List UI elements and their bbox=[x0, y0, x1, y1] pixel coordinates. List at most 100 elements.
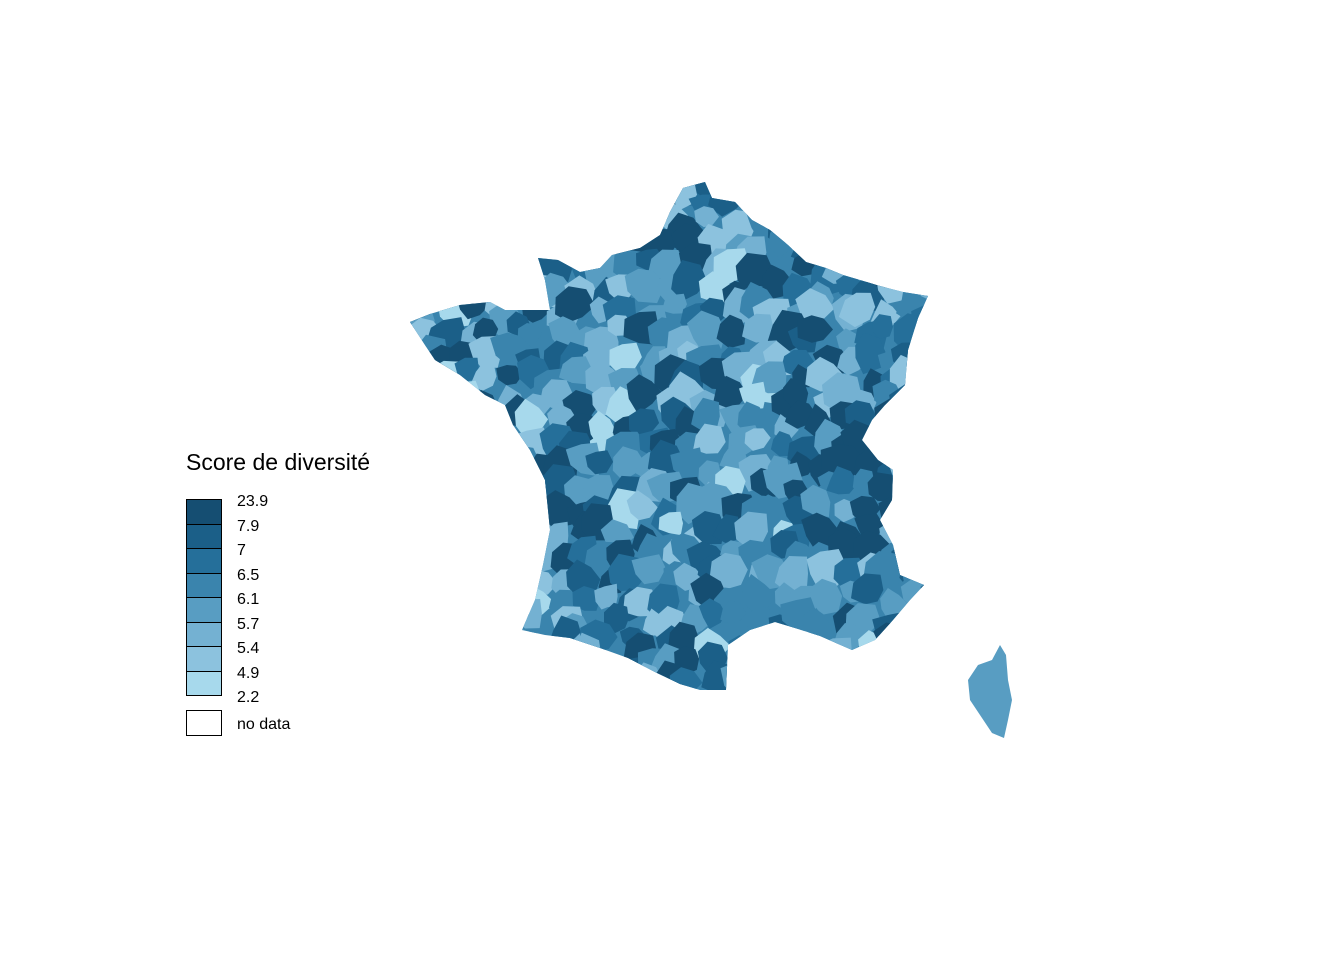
commune-region bbox=[825, 182, 854, 197]
legend-break-label: 2.2 bbox=[237, 689, 260, 706]
commune-region bbox=[410, 350, 417, 371]
commune-region bbox=[410, 630, 424, 669]
commune-region bbox=[734, 511, 768, 550]
commune-region bbox=[452, 256, 489, 287]
commune-region bbox=[437, 483, 474, 521]
commune-region bbox=[481, 518, 514, 550]
commune-region bbox=[810, 646, 842, 679]
commune-region bbox=[604, 189, 631, 218]
commune-region bbox=[585, 450, 614, 475]
commune-region bbox=[925, 384, 928, 412]
commune-region bbox=[742, 574, 777, 612]
corsica-regions bbox=[968, 645, 1012, 738]
commune-region bbox=[410, 377, 446, 419]
commune-region bbox=[661, 293, 687, 314]
commune-region bbox=[626, 374, 662, 414]
commune-region bbox=[855, 332, 886, 375]
commune-region bbox=[410, 556, 438, 583]
commune-region bbox=[410, 486, 435, 520]
commune-region bbox=[453, 457, 485, 492]
commune-region bbox=[915, 207, 928, 235]
commune-region bbox=[494, 587, 526, 619]
commune-region bbox=[410, 445, 444, 476]
commune-region bbox=[670, 447, 703, 479]
commune-region bbox=[417, 664, 445, 690]
commune-region bbox=[916, 309, 928, 339]
commune-region bbox=[880, 204, 907, 233]
legend-swatch bbox=[186, 670, 222, 696]
commune-region bbox=[410, 564, 413, 597]
commune-region bbox=[525, 213, 547, 241]
commune-region bbox=[825, 187, 861, 219]
commune-region bbox=[540, 182, 574, 192]
legend-break-label: 4.9 bbox=[237, 664, 260, 682]
commune-region bbox=[580, 652, 607, 678]
commune-region bbox=[592, 216, 617, 243]
commune-region bbox=[870, 182, 902, 199]
commune-region bbox=[613, 214, 643, 240]
commune-region bbox=[834, 231, 872, 269]
commune-region bbox=[846, 209, 872, 233]
commune-region bbox=[892, 497, 927, 528]
legend-title: Score de diversité bbox=[186, 449, 371, 475]
commune-region bbox=[554, 193, 595, 236]
commune-region bbox=[918, 247, 928, 284]
commune-region bbox=[575, 186, 612, 227]
legend-swatch bbox=[186, 572, 222, 598]
commune-region bbox=[517, 323, 543, 344]
legend-break-label: 23.9 bbox=[237, 493, 269, 510]
commune-region bbox=[410, 575, 428, 612]
commune-region bbox=[486, 240, 516, 266]
commune-region bbox=[773, 182, 816, 205]
commune-region bbox=[447, 380, 482, 414]
commune-region bbox=[438, 226, 472, 259]
commune-region bbox=[410, 516, 438, 550]
commune-region bbox=[471, 363, 497, 391]
commune-region bbox=[814, 200, 847, 232]
commune-region bbox=[671, 260, 708, 301]
commune-region bbox=[872, 314, 893, 339]
commune-region bbox=[647, 249, 683, 281]
commune-region bbox=[466, 403, 500, 437]
commune-region bbox=[867, 472, 897, 502]
commune-region bbox=[795, 288, 835, 327]
commune-region bbox=[909, 391, 928, 434]
commune-region bbox=[878, 674, 910, 690]
commune-region bbox=[487, 598, 530, 637]
commune-region bbox=[437, 511, 466, 535]
commune-region bbox=[925, 337, 928, 362]
commune-region bbox=[923, 613, 928, 639]
commune-region bbox=[585, 235, 613, 261]
commune-region bbox=[436, 603, 475, 630]
commune-region bbox=[633, 214, 659, 242]
commune-region bbox=[433, 678, 460, 690]
commune-region bbox=[596, 182, 621, 196]
corsica-base-fill bbox=[968, 645, 1012, 738]
commune-region bbox=[433, 195, 468, 227]
commune-region bbox=[642, 182, 681, 199]
commune-region bbox=[904, 206, 928, 231]
commune-region bbox=[746, 182, 776, 201]
commune-region bbox=[418, 540, 449, 570]
commune-region bbox=[582, 475, 614, 503]
legend-no-data-swatch bbox=[186, 710, 222, 736]
commune-region bbox=[897, 239, 925, 267]
commune-region bbox=[410, 509, 416, 536]
commune-region bbox=[909, 672, 928, 690]
legend-swatch bbox=[186, 646, 222, 672]
legend-break-label: 7.9 bbox=[237, 517, 260, 535]
commune-region bbox=[742, 313, 774, 343]
commune-region bbox=[486, 564, 512, 597]
commune-region bbox=[909, 454, 928, 489]
commune-region bbox=[612, 446, 646, 481]
commune-region bbox=[728, 635, 757, 663]
commune-region bbox=[844, 400, 876, 428]
commune-region bbox=[410, 387, 430, 418]
legend-break-label: 5.4 bbox=[237, 640, 260, 657]
commune-region bbox=[501, 568, 529, 596]
commune-region bbox=[453, 506, 492, 548]
commune-region bbox=[438, 588, 476, 623]
commune-region bbox=[886, 244, 928, 285]
commune-region bbox=[434, 416, 470, 451]
commune-region bbox=[431, 541, 455, 566]
